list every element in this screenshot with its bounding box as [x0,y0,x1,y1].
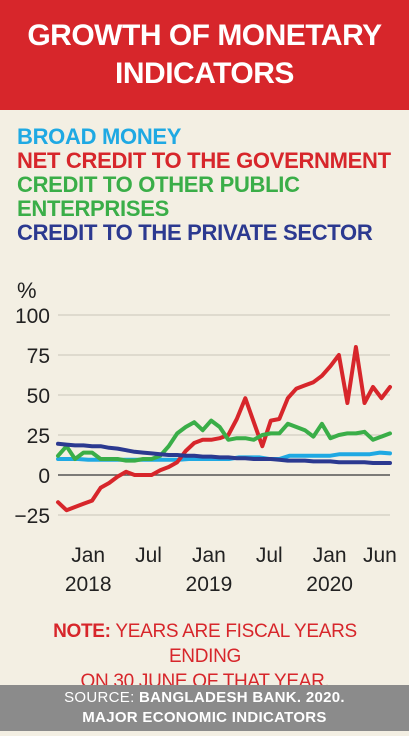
series-lines [56,345,392,513]
line-chart: 100 75 50 25 0 −25 Jan 2018 Jul Jan 2019 Jul Jan 202… [14,305,397,596]
y-axis-unit: % [17,278,37,303]
x-tick-labels: Jan 2018 Jul Jan 2019 Jul Jan 2020 Jun [65,544,397,596]
series-line-credit-to-the-private-sector [56,441,392,465]
chart-title-line1: GROWTH OF MONETARY [27,19,382,52]
source-bar: SOURCE: BANGLADESH BANK. 2020. MAJOR ECO… [0,685,409,731]
y-tick-label: −25 [14,505,50,528]
legend-net-credit-government: NET CREDIT TO THE GOVERNMENT [17,148,391,173]
chart-title-line2: INDICATORS [115,57,294,90]
footnote: NOTE: YEARS ARE FISCAL YEARS ENDING ON 3… [20,619,390,694]
note-text-line1: YEARS ARE FISCAL YEARS ENDING [110,621,357,667]
y-tick-label: 100 [15,305,50,328]
y-tick-label: 50 [27,385,50,408]
x-tick-label: Jan [313,544,347,567]
chart-title-banner: GROWTH OF MONETARY INDICATORS [0,0,409,110]
x-tick-label: Jan [71,544,105,567]
legend-credit-private-sector: CREDIT TO THE PRIVATE SECTOR [17,220,373,245]
x-tick-year-label: 2020 [306,573,353,596]
series-line-net-credit-to-the-government [56,345,392,513]
x-tick-label: Jul [135,544,162,567]
x-tick-year-label: 2018 [65,573,112,596]
series-line-credit-to-other-public-enterprises [56,418,392,463]
legend-credit-public-enterprises: CREDIT TO OTHER PUBLIC ENTERPRISES [17,172,300,221]
y-tick-label: 75 [27,345,50,368]
legend-broad-money: BROAD MONEY [17,124,182,149]
x-tick-label: Jul [256,544,283,567]
x-tick-label: Jan [192,544,226,567]
y-tick-label: 0 [38,465,50,488]
source-text-line1: BANGLADESH BANK. 2020. [139,689,345,706]
source-label: SOURCE: [64,689,140,706]
source-text-line2: MAJOR ECONOMIC INDICATORS [82,709,327,726]
y-tick-label: 25 [27,425,50,448]
x-tick-year-label: 2019 [186,573,233,596]
note-label: NOTE: [53,621,111,642]
y-tick-labels: 100 75 50 25 0 −25 [14,305,50,528]
legend: BROAD MONEY NET CREDIT TO THE GOVERNMENT… [17,125,397,245]
x-tick-label: Jun [363,544,397,567]
